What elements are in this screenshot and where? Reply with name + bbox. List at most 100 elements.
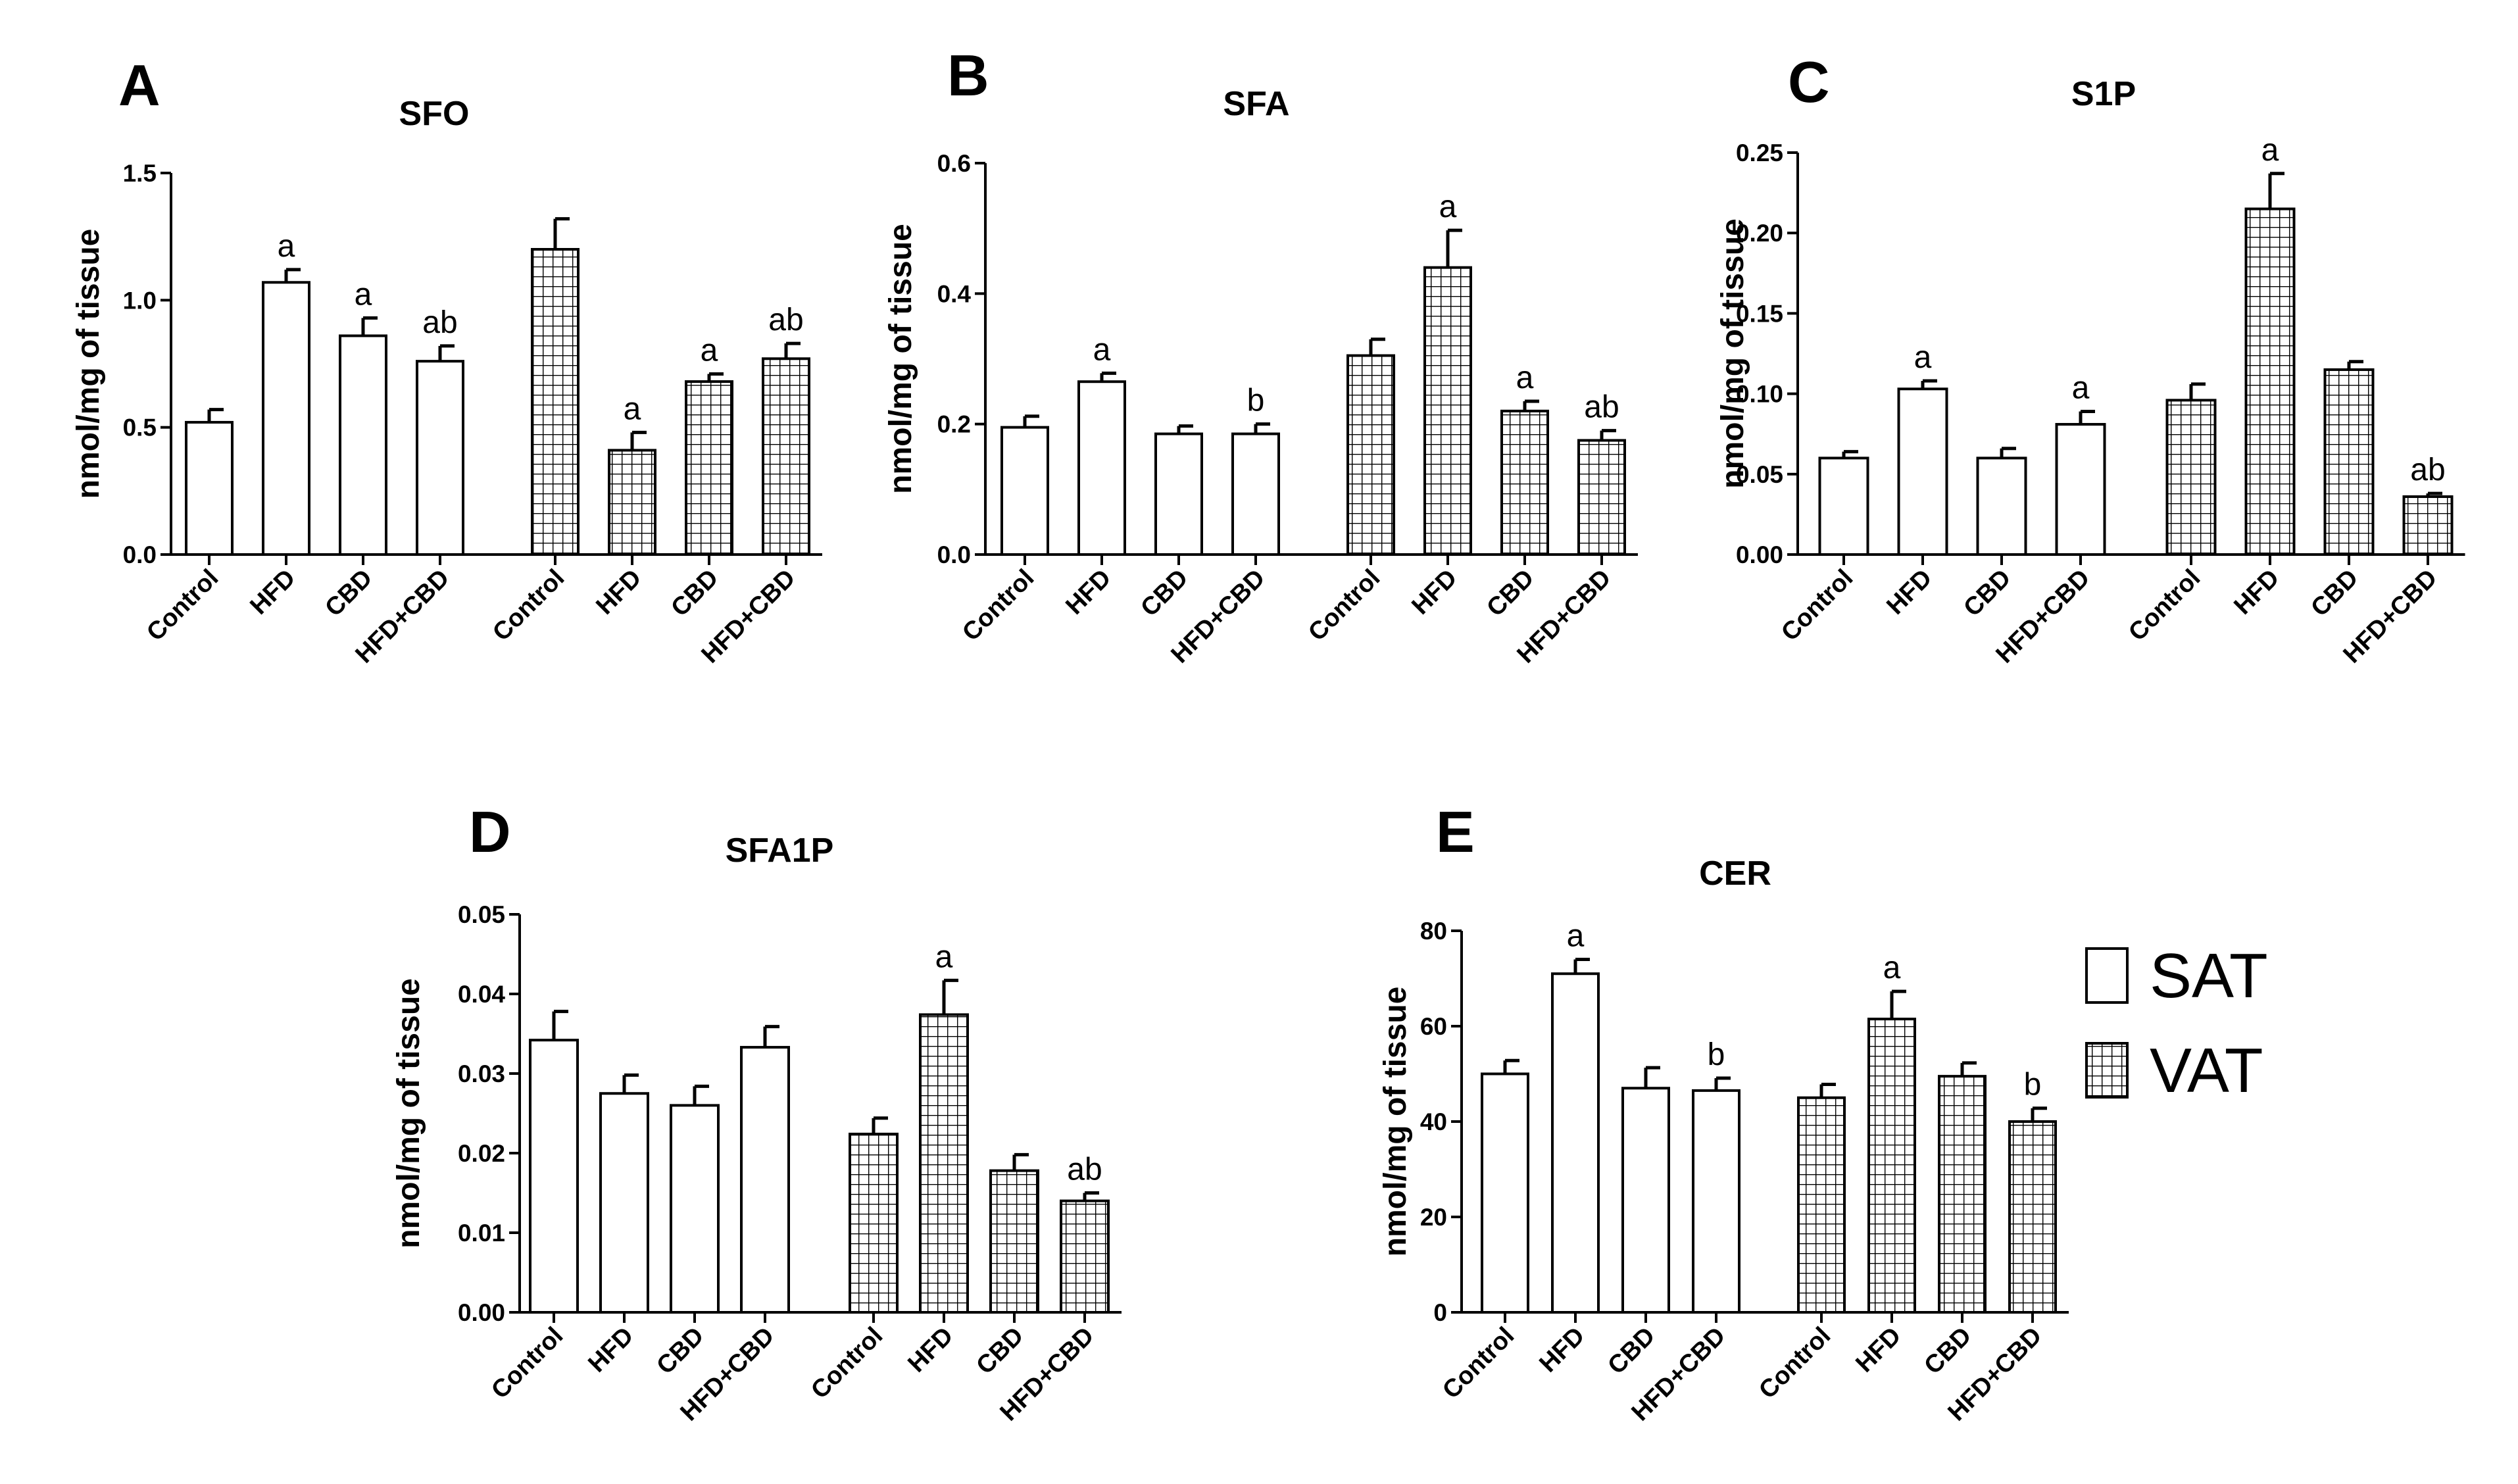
bar-e-sat-control (1481, 1072, 1529, 1314)
y-axis-label-a: nmol/mg of tissue (71, 229, 106, 499)
bar-d-sat-control (529, 1039, 579, 1314)
y-tick-label-c: 0.15 (1736, 300, 1783, 327)
y-tick-label-d: 0.01 (458, 1220, 505, 1247)
bar-a-sat-cbd (339, 334, 387, 556)
x-tick-label-b-sat-hfd: HFD (1060, 564, 1116, 620)
x-tick-label-d-sat-cbd: CBD (651, 1322, 709, 1380)
bar-d-vat-hfd (919, 1013, 969, 1314)
bar-c-vat-hfd-plus-cbd (2402, 495, 2454, 556)
x-tick-label-c-sat-cbd: CBD (1958, 564, 2016, 622)
sig-label-a-vat-cbd: a (701, 333, 718, 368)
y-tick-label-a: 0.5 (123, 414, 157, 441)
bar-d-sat-hfd-plus-cbd (740, 1046, 790, 1314)
bar-e-vat-cbd (1938, 1075, 1987, 1314)
y-axis-label-b: nmol/mg of tissue (883, 224, 918, 494)
y-tick-label-b: 0.6 (937, 150, 971, 177)
panel-c: C S1P nmol/mg of tissue 0.00 0.05 0.10 0.15 0.2… (1716, 49, 2465, 668)
y-tick-label-c: 0.20 (1736, 220, 1783, 247)
sig-label-c-vat-hfd: a (2261, 133, 2279, 168)
bar-e-sat-cbd (1621, 1087, 1670, 1314)
x-tick-label-a-vat-cbd: CBD (666, 564, 724, 622)
legend-label-vat: VAT (2150, 1035, 2263, 1106)
legend-swatch-vat (2085, 1042, 2129, 1099)
bar-e-vat-hfd (1867, 1018, 1916, 1314)
y-tick-label-d: 0.02 (458, 1140, 505, 1167)
x-tick-label-d-sat-control: Control (486, 1322, 568, 1404)
bar-a-vat-control (531, 248, 580, 556)
bar-d-vat-hfd-plus-cbd (1060, 1199, 1110, 1314)
panel-b: B SFA nmol/mg of tissue 0.0 0.2 0.4 0.6 Control… (883, 43, 1638, 668)
x-tick-label-c-vat-hfd: HFD (2229, 564, 2284, 620)
panel-letter-c: C (1788, 49, 1830, 114)
y-tick-label-c: 0.10 (1736, 381, 1783, 408)
panel-d: D SFA1P nmol/mg of tissue 0.00 0.01 0.02 0.03 0… (391, 799, 1122, 1426)
sig-label-a-sat-hfd: a (278, 229, 295, 264)
x-tick-label-a-sat-cbd: CBD (320, 564, 378, 622)
panel-a: A SFO nmol/mg of tissue 0.0 0.5 1.0 1.5 Control… (71, 53, 822, 668)
panel-e: E CER nmol/mg of tissue 0 20 40 60 80 Control a HF… (1378, 799, 2069, 1426)
bar-b-sat-hfd-plus-cbd (1231, 432, 1280, 556)
bar-a-vat-hfd (608, 449, 656, 556)
x-tick-label-c-vat-cbd: CBD (2306, 564, 2363, 622)
y-tick-label-a: 1.5 (123, 160, 157, 187)
panel-title-d: SFA1P (726, 831, 834, 870)
x-tick-label-b-sat-cbd: CBD (1135, 564, 1193, 622)
x-tick-label-e-sat-hfd: HFD (1534, 1322, 1590, 1378)
y-tick-label-c: 0.25 (1736, 139, 1783, 166)
x-tick-label-e-sat-cbd: CBD (1602, 1322, 1660, 1380)
bar-b-sat-control (1000, 426, 1049, 556)
x-tick-label-e-vat-cbd: CBD (1919, 1322, 1977, 1380)
sig-label-c-sat-hfd-plus-cbd: a (2072, 370, 2090, 405)
x-tick-label-a-sat-control: Control (141, 564, 224, 647)
x-tick-label-d-vat-cbd: CBD (971, 1322, 1029, 1380)
y-tick-label-b: 0.4 (937, 280, 972, 307)
bar-d-vat-cbd (989, 1169, 1039, 1314)
y-tick-label-d: 0.00 (458, 1299, 505, 1326)
x-tick-label-e-sat-control: Control (1437, 1322, 1519, 1404)
x-tick-label-a-vat-hfd: HFD (591, 564, 647, 620)
bar-b-vat-hfd-plus-cbd (1577, 439, 1626, 556)
y-tick-label-e: 60 (1420, 1013, 1447, 1040)
sig-label-b-vat-hfd: a (1439, 189, 1457, 224)
panel-letter-a: A (118, 53, 160, 118)
legend: SAT VAT (2085, 941, 2268, 1106)
bar-a-vat-cbd (685, 380, 733, 556)
x-tick-label-a-vat-control: Control (487, 564, 570, 647)
bar-c-vat-cbd (2323, 368, 2375, 556)
x-tick-label-a-sat-hfd: HFD (245, 564, 301, 620)
sig-label-e-vat-hfd-plus-cbd: b (2024, 1068, 2042, 1102)
bar-d-sat-cbd (670, 1104, 720, 1314)
y-tick-label-b: 0.2 (937, 411, 971, 438)
sig-label-b-vat-hfd-plus-cbd: ab (1584, 390, 1619, 425)
bar-a-sat-hfd (262, 281, 310, 556)
bar-a-vat-hfd-plus-cbd (762, 357, 810, 556)
y-axis-label-d: nmol/mg of tissue (391, 978, 426, 1249)
x-tick-label-b-sat-control: Control (957, 564, 1039, 647)
sig-label-a-sat-cbd: a (355, 277, 372, 312)
sig-label-b-sat-hfd: a (1093, 332, 1111, 367)
y-tick-label-b: 0.0 (937, 541, 971, 568)
y-tick-label-a: 1.0 (123, 287, 157, 314)
panel-title-c: S1P (2071, 75, 2136, 113)
x-tick-label-c-sat-control: Control (1776, 564, 1858, 647)
y-tick-label-e: 20 (1420, 1204, 1447, 1231)
y-tick-label-d: 0.04 (458, 981, 505, 1008)
bar-a-sat-hfd-plus-cbd (416, 360, 464, 556)
y-tick-label-e: 0 (1433, 1299, 1447, 1326)
y-tick-label-c: 0.05 (1736, 461, 1783, 488)
y-axis-label-e: nmol/mg of tissue (1378, 987, 1413, 1257)
bar-e-vat-control (1797, 1096, 1846, 1314)
y-tick-label-d: 0.05 (458, 901, 505, 928)
sig-label-d-vat-hfd: a (935, 939, 953, 974)
sig-label-a-vat-hfd: a (624, 391, 641, 426)
x-tick-label-c-sat-hfd: HFD (1881, 564, 1937, 620)
sig-label-e-sat-hfd-plus-cbd: b (1708, 1037, 1725, 1072)
panel-letter-b: B (947, 43, 989, 108)
y-tick-label-d: 0.03 (458, 1060, 505, 1087)
bar-c-sat-control (1818, 457, 1869, 556)
sig-label-a-sat-hfd-plus-cbd: ab (422, 305, 457, 340)
legend-label-sat: SAT (2150, 941, 2268, 1011)
panel-letter-e: E (1436, 799, 1475, 864)
bar-c-vat-control (2165, 399, 2217, 556)
x-tick-label-b-vat-cbd: CBD (1481, 564, 1539, 622)
